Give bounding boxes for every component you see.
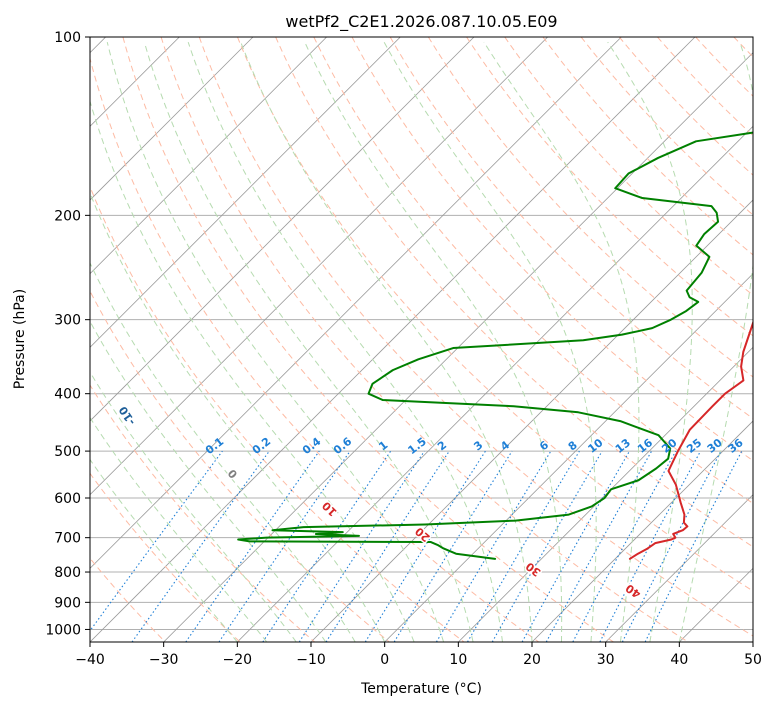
dry-adiabat-line <box>160 37 689 642</box>
dry-adiabat-line <box>351 37 753 462</box>
mixing-ratio-line <box>572 450 677 642</box>
y-tick-label: 700 <box>54 531 81 547</box>
mixing-ratio-line <box>521 450 630 642</box>
x-axis-label: Temperature (°C) <box>360 681 482 697</box>
dry-adiabat-line <box>466 37 753 337</box>
y-tick-label: 500 <box>54 444 81 460</box>
dry-adiabat-line <box>198 37 753 637</box>
isotherm-line <box>90 37 327 275</box>
mixing-ratio-line <box>90 450 223 632</box>
dry-adiabat-line <box>580 37 753 216</box>
moist-adiabat-line <box>90 320 327 642</box>
moist-adiabat-line <box>90 371 297 642</box>
moist-adiabat-line <box>483 41 640 642</box>
mixing-ratio-line <box>218 450 351 642</box>
dewpoint-profile-line <box>237 131 753 560</box>
x-tick-label: 10 <box>449 652 467 668</box>
isotherm-line <box>90 37 475 422</box>
x-tick-label: 50 <box>744 652 762 668</box>
moist-adiabat-line <box>240 41 533 642</box>
moist-adiabat-line <box>678 41 753 642</box>
x-axis: −40 −30 −20 −10 0 10 20 30 40 50 <box>75 642 762 668</box>
moist-adiabats <box>90 41 753 642</box>
moist-adiabat-line <box>90 261 356 642</box>
x-tick-label: 0 <box>380 652 389 668</box>
y-tick-label: 600 <box>54 491 81 507</box>
sounding-profiles <box>237 131 753 560</box>
dry-adiabat-line <box>542 37 753 256</box>
mixing-ratio-lines <box>90 450 743 642</box>
isotherm-line <box>458 346 753 642</box>
x-tick-label: −30 <box>149 652 179 668</box>
dry-adiabat-line <box>122 37 614 642</box>
moist-adiabat-line <box>90 99 415 642</box>
x-tick-label: 40 <box>670 652 688 668</box>
mixing-ratio-line <box>131 450 270 642</box>
isotherm-line <box>90 37 696 642</box>
isotherm-line <box>90 37 622 569</box>
dry-adiabat-line <box>389 37 753 420</box>
y-tick-label: 800 <box>54 565 81 581</box>
moist-adiabat-line <box>607 41 693 642</box>
mixing-ratio-line <box>262 450 392 642</box>
moist-adiabat-line <box>304 41 563 642</box>
temperature-profile-line <box>628 319 753 560</box>
isotherm-line <box>90 37 254 201</box>
pressure-gridlines <box>90 37 753 630</box>
isotherm-line <box>384 273 753 642</box>
dry-adiabat-line <box>313 37 753 505</box>
y-tick-label: 100 <box>54 30 81 46</box>
moist-adiabat-line <box>106 41 445 642</box>
moist-adiabat-line <box>383 41 597 642</box>
moist-adiabat-line <box>143 41 474 642</box>
y-axis-label: Pressure (hPa) <box>12 289 28 389</box>
isotherm-line <box>605 494 753 642</box>
x-tick-label: 20 <box>523 652 541 668</box>
y-axis: 1000 900 800 700 600 500 400 300 200 100 <box>45 30 90 638</box>
mixing-ratio-line <box>545 450 653 642</box>
x-tick-label: 30 <box>597 652 615 668</box>
mixing-ratio-line <box>185 450 320 642</box>
moist-adiabat-line <box>90 458 238 642</box>
isotherm-line <box>90 37 401 348</box>
mixing-ratio-line <box>325 450 450 642</box>
mixing-ratio-line <box>644 450 743 642</box>
y-tick-label: 1000 <box>45 622 81 638</box>
chart-title: wetPf2_C2E1.2026.087.10.05.E09 <box>285 12 557 32</box>
y-tick-label: 200 <box>54 208 81 224</box>
y-tick-label: 900 <box>54 595 81 611</box>
plot-frame <box>89 36 754 643</box>
x-tick-label: −20 <box>223 652 253 668</box>
mixing-ratio-line <box>393 450 513 642</box>
isotherm-line <box>90 37 548 496</box>
isotherm-line <box>531 420 753 642</box>
dry-adiabat-line <box>427 37 753 378</box>
moist-adiabat-line <box>90 416 268 642</box>
moist-adiabat-line <box>187 41 504 642</box>
x-tick-label: −10 <box>296 652 326 668</box>
y-tick-label: 400 <box>54 387 81 403</box>
dry-adiabat-line <box>275 37 753 548</box>
mixing-ratio-line <box>298 450 425 642</box>
y-tick-label: 300 <box>54 313 81 329</box>
x-tick-label: −40 <box>75 652 105 668</box>
